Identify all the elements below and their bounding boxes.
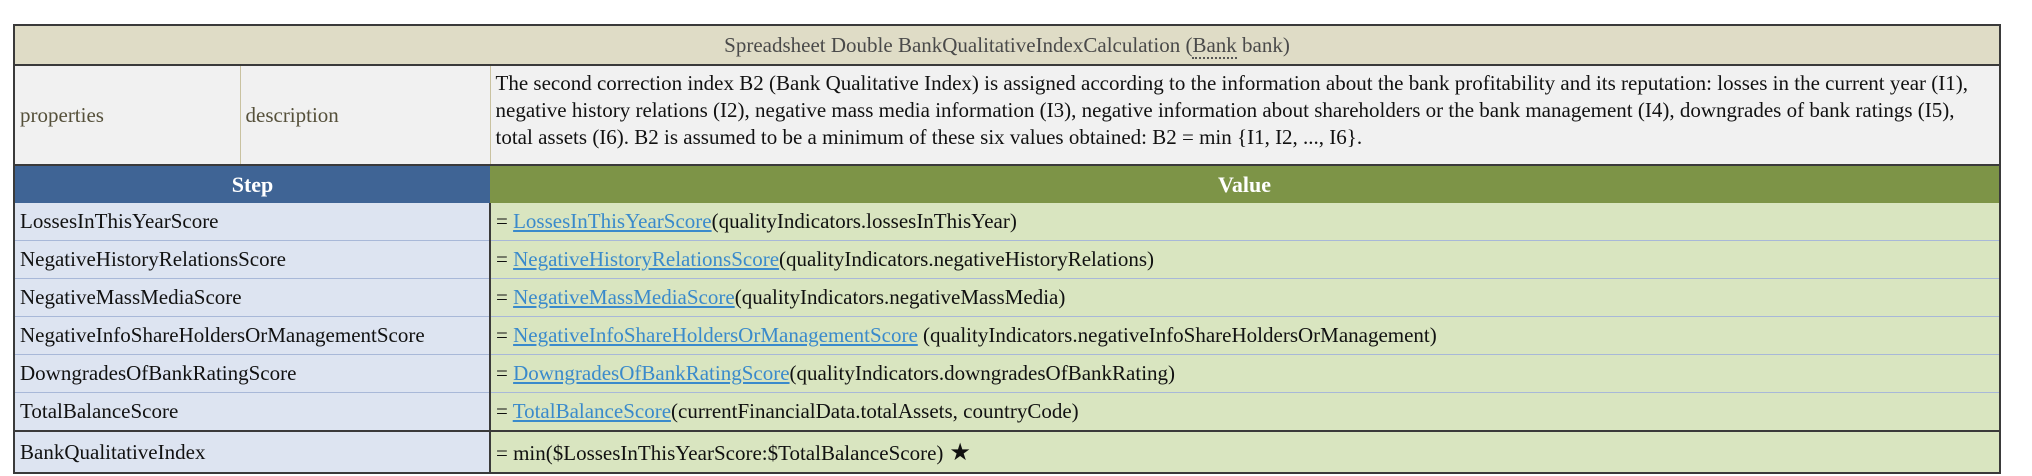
value-args: (qualityIndicators.negativeMassMedia) [734,285,1066,309]
function-link[interactable]: NegativeHistoryRelationsScore [513,247,780,271]
table-title: Spreadsheet Double BankQualitativeIndexC… [13,24,2001,66]
value-args: (qualityIndicators.downgradesOfBankRatin… [789,361,1176,385]
value-cell[interactable]: = LossesInThisYearScore(qualityIndicator… [490,203,2001,241]
star-icon: ★ [949,439,971,466]
spreadsheet-table: Spreadsheet Double BankQualitativeIndexC… [13,24,2001,474]
value-prefix: = [496,209,514,233]
description-text: The second correction index B2 (Bank Qua… [489,65,2001,166]
value-prefix: = [496,247,514,271]
table-row: TotalBalanceScore = TotalBalanceScore(cu… [13,392,2001,432]
step-cell[interactable]: NegativeHistoryRelationsScore [13,240,491,279]
value-cell[interactable]: = NegativeHistoryRelationsScore(qualityI… [490,240,2001,279]
function-link[interactable]: DowngradesOfBankRatingScore [513,361,790,385]
title-suffix: bank) [1236,32,1290,57]
value-cell[interactable]: = NegativeMassMediaScore(qualityIndicato… [490,278,2001,317]
description-label: description [239,65,491,166]
result-formula: = min($LossesInThisYearScore:$TotalBalan… [496,440,944,465]
result-value-cell[interactable]: = min($LossesInThisYearScore:$TotalBalan… [490,430,2001,474]
step-cell[interactable]: LossesInThisYearScore [13,203,491,241]
table-row: NegativeMassMediaScore = NegativeMassMed… [13,278,2001,317]
properties-row: properties description The second correc… [13,65,2001,166]
value-cell[interactable]: = TotalBalanceScore(currentFinancialData… [490,392,2001,432]
value-cell[interactable]: = NegativeInfoShareHoldersOrManagementSc… [490,316,2001,355]
result-step-cell[interactable]: BankQualitativeIndex [13,430,491,474]
value-prefix: = [496,285,514,309]
function-link[interactable]: NegativeMassMediaScore [513,285,735,309]
properties-label: properties [13,65,241,166]
column-header-row: Step Value [13,165,2001,203]
value-cell[interactable]: = DowngradesOfBankRatingScore(qualityInd… [490,354,2001,393]
result-row: BankQualitativeIndex = min($LossesInThis… [13,430,2001,474]
function-link[interactable]: LossesInThisYearScore [513,209,712,233]
table-row: LossesInThisYearScore = LossesInThisYear… [13,203,2001,241]
title-prefix: Spreadsheet Double BankQualitativeIndexC… [724,32,1193,57]
spreadsheet-container: Spreadsheet Double BankQualitativeIndexC… [13,24,2001,474]
value-args: (qualityIndicators.negativeInfoShareHold… [917,323,1437,347]
step-cell[interactable]: NegativeInfoShareHoldersOrManagementScor… [13,316,491,355]
value-prefix: = [496,361,514,385]
value-args: (currentFinancialData.totalAssets, count… [671,399,1079,423]
table-row: NegativeInfoShareHoldersOrManagementScor… [13,316,2001,355]
column-header-step: Step [13,165,490,203]
table-row: DowngradesOfBankRatingScore = Downgrades… [13,354,2001,393]
value-prefix: = [496,399,513,423]
type-ref-bank[interactable]: Bank [1192,32,1237,59]
function-link[interactable]: TotalBalanceScore [512,399,672,423]
column-header-value: Value [490,165,2001,203]
value-args: (qualityIndicators.lossesInThisYear) [711,209,1017,233]
value-prefix: = [496,323,514,347]
step-cell[interactable]: TotalBalanceScore [13,392,491,432]
value-args: (qualityIndicators.negativeHistoryRelati… [779,247,1155,271]
step-cell[interactable]: NegativeMassMediaScore [13,278,491,317]
function-link[interactable]: NegativeInfoShareHoldersOrManagementScor… [513,323,918,347]
table-title-row: Spreadsheet Double BankQualitativeIndexC… [13,24,2001,66]
step-cell[interactable]: DowngradesOfBankRatingScore [13,354,491,393]
table-row: NegativeHistoryRelationsScore = Negative… [13,240,2001,279]
